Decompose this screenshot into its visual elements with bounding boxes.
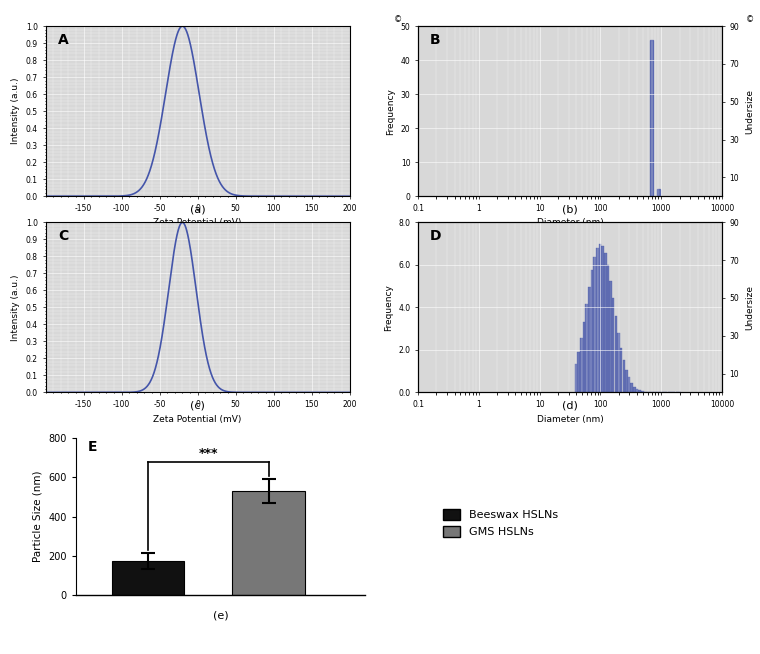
Text: (a): (a): [190, 205, 205, 215]
Bar: [641, 391, 644, 392]
Text: ©: ©: [746, 16, 755, 24]
X-axis label: Zeta Potential (mV): Zeta Potential (mV): [154, 415, 242, 424]
Bar: [233, 491, 305, 595]
Bar: [575, 364, 578, 392]
Y-axis label: Frequency: Frequency: [386, 88, 395, 135]
Y-axis label: Frequency: Frequency: [384, 284, 393, 331]
Text: B: B: [430, 33, 441, 47]
Bar: [594, 257, 596, 392]
Bar: [622, 360, 625, 392]
Y-axis label: Intensity (a.u.): Intensity (a.u.): [11, 274, 21, 341]
Bar: [112, 561, 185, 595]
Bar: [599, 244, 601, 392]
Bar: [604, 253, 606, 392]
Bar: [650, 40, 654, 196]
Bar: [625, 370, 628, 392]
Bar: [636, 389, 638, 392]
Bar: [610, 281, 612, 392]
Bar: [638, 390, 641, 392]
Text: C: C: [58, 229, 68, 243]
Text: (c): (c): [190, 401, 205, 411]
Bar: [628, 377, 630, 392]
Legend: Beeswax HSLNs, GMS HSLNs: Beeswax HSLNs, GMS HSLNs: [439, 504, 562, 542]
X-axis label: Diameter (nm): Diameter (nm): [537, 218, 603, 228]
Bar: [617, 333, 619, 392]
Text: D: D: [430, 229, 442, 243]
X-axis label: Zeta Potential (mV): Zeta Potential (mV): [154, 218, 242, 228]
Bar: [583, 322, 585, 392]
Y-axis label: Undersize: Undersize: [745, 285, 754, 330]
Bar: [612, 298, 615, 392]
Bar: [585, 305, 588, 392]
Bar: [580, 338, 583, 392]
Bar: [657, 190, 660, 196]
Text: A: A: [58, 33, 68, 47]
Bar: [631, 383, 633, 392]
X-axis label: Diameter (nm): Diameter (nm): [537, 415, 603, 424]
Bar: [615, 316, 617, 392]
Bar: [606, 265, 610, 392]
Y-axis label: Intensity (a.u.): Intensity (a.u.): [11, 78, 21, 145]
Text: ©: ©: [394, 16, 402, 24]
Bar: [596, 248, 599, 392]
Bar: [601, 246, 604, 392]
Y-axis label: Undersize: Undersize: [745, 89, 754, 133]
Bar: [633, 387, 635, 392]
Y-axis label: Particle Size (nm): Particle Size (nm): [33, 471, 43, 562]
Text: (b): (b): [562, 205, 578, 215]
Text: (d): (d): [562, 401, 578, 411]
Text: E: E: [87, 439, 97, 454]
Bar: [578, 353, 580, 392]
Bar: [588, 286, 591, 392]
Text: (e): (e): [213, 610, 228, 620]
Bar: [591, 270, 594, 392]
Bar: [620, 348, 622, 392]
Text: ***: ***: [198, 447, 218, 460]
